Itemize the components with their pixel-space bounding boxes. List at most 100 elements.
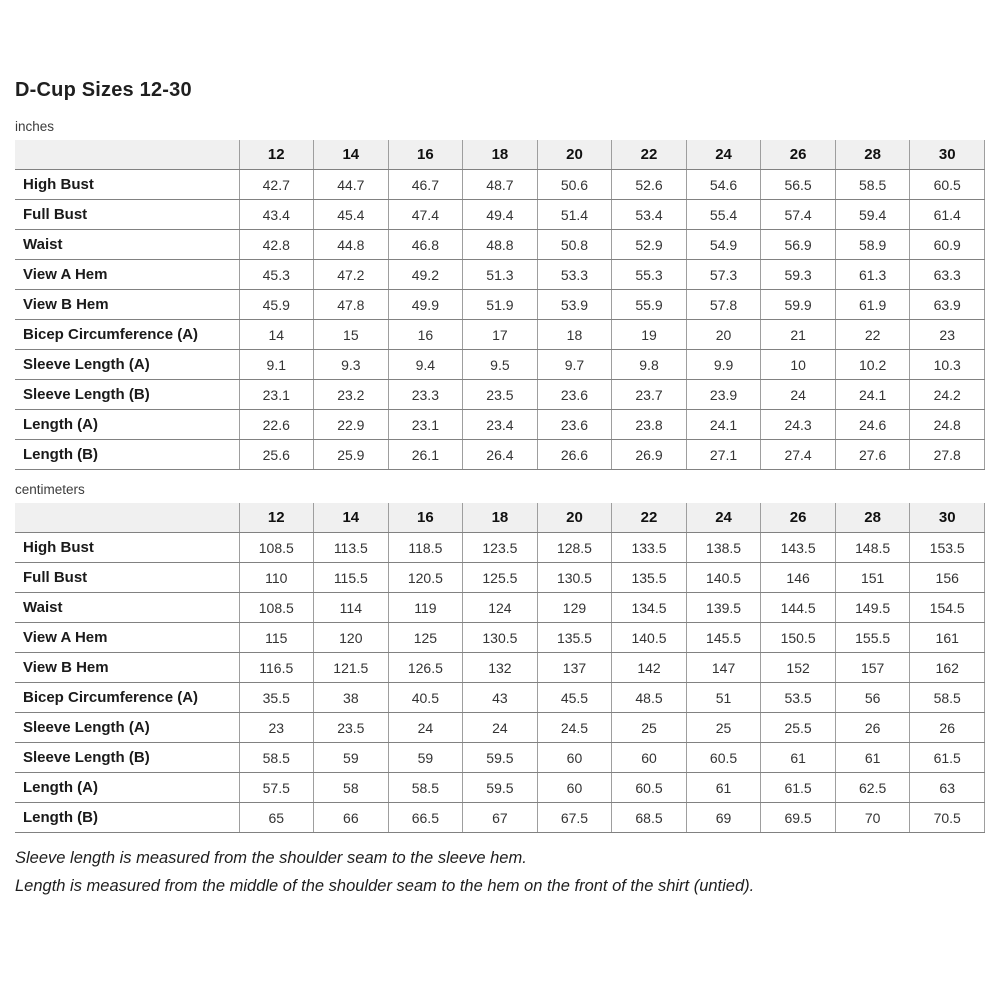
measurement-value: 55.9 xyxy=(611,289,687,320)
size-column-header: 20 xyxy=(537,503,613,533)
measurement-value: 24 xyxy=(388,712,464,743)
measurement-value: 22 xyxy=(835,319,911,350)
measurement-value: 70 xyxy=(835,802,911,833)
table-row: Sleeve Length (B) 58.5 59 59 59.5 60 60 60.5 61 6… xyxy=(15,742,985,773)
measurement-value: 23.2 xyxy=(313,379,389,410)
measurement-value: 44.7 xyxy=(313,169,389,200)
measurement-value: 66.5 xyxy=(388,802,464,833)
table-row: High Bust 108.5 113.5 118.5 123.5 128.5 133.5 1… xyxy=(15,532,985,563)
measurement-value: 161 xyxy=(909,622,985,653)
table-row: View A Hem 115 120 125 130.5 135.5 140.5 145.5 1… xyxy=(15,622,985,653)
measurement-value: 65 xyxy=(239,802,315,833)
row-label: Sleeve Length (B) xyxy=(15,379,240,410)
measurement-value: 148.5 xyxy=(835,532,911,563)
measurement-value: 129 xyxy=(537,592,613,623)
measurement-value: 60 xyxy=(537,772,613,803)
measurement-value: 49.2 xyxy=(388,259,464,290)
measurement-value: 66 xyxy=(313,802,389,833)
measurement-value: 114 xyxy=(313,592,389,623)
measurement-value: 57.3 xyxy=(686,259,762,290)
measurement-value: 57.4 xyxy=(760,199,836,230)
page-title: D-Cup Sizes 12-30 xyxy=(15,79,192,101)
measurement-value: 146 xyxy=(760,562,836,593)
measurement-value: 45.3 xyxy=(239,259,315,290)
measurement-value: 60.5 xyxy=(611,772,687,803)
size-column-header: 28 xyxy=(835,140,911,170)
measurement-value: 25 xyxy=(611,712,687,743)
measurement-value: 52.6 xyxy=(611,169,687,200)
table-row: High Bust 42.7 44.7 46.7 48.7 50.6 52.6 54.6 56.… xyxy=(15,169,985,200)
table-row: Sleeve Length (B) 23.1 23.2 23.3 23.5 23.6 23.… xyxy=(15,379,985,410)
measurement-value: 55.4 xyxy=(686,199,762,230)
measurement-value: 140.5 xyxy=(611,622,687,653)
measurement-value: 15 xyxy=(313,319,389,350)
measurement-value: 121.5 xyxy=(313,652,389,683)
measurement-value: 108.5 xyxy=(239,532,315,563)
measurement-value: 59.3 xyxy=(760,259,836,290)
measurement-value: 143.5 xyxy=(760,532,836,563)
size-column-header: 26 xyxy=(760,503,836,533)
unit-label-centimeters: centimeters xyxy=(15,482,85,497)
measurement-value: 61 xyxy=(760,742,836,773)
measurement-value: 58 xyxy=(313,772,389,803)
measurement-value: 70.5 xyxy=(909,802,985,833)
measurement-value: 26.6 xyxy=(537,439,613,470)
measurement-value: 53.9 xyxy=(537,289,613,320)
table-row: Full Bust 110 115.5 120.5 125.5 130.5 135.5 140… xyxy=(15,562,985,593)
measurement-value: 9.3 xyxy=(313,349,389,380)
measurement-value: 63.3 xyxy=(909,259,985,290)
measurement-value: 23.4 xyxy=(462,409,538,440)
measurement-value: 58.5 xyxy=(835,169,911,200)
measurement-value: 49.9 xyxy=(388,289,464,320)
measurement-value: 48.8 xyxy=(462,229,538,260)
measurement-value: 51.9 xyxy=(462,289,538,320)
measurement-value: 53.5 xyxy=(760,682,836,713)
measurement-value: 23.1 xyxy=(239,379,315,410)
measurement-value: 44.8 xyxy=(313,229,389,260)
measurement-value: 61.9 xyxy=(835,289,911,320)
size-column-header: 28 xyxy=(835,503,911,533)
row-label: View B Hem xyxy=(15,652,240,683)
table-row: Waist 42.8 44.8 46.8 48.8 50.8 52.9 54.9 56.9 58.… xyxy=(15,229,985,260)
measurement-value: 42.7 xyxy=(239,169,315,200)
row-label: Sleeve Length (B) xyxy=(15,742,240,773)
unit-label-inches: inches xyxy=(15,119,55,134)
header-row: 12 14 16 18 20 22 24 26 28 30 xyxy=(15,140,985,170)
measurement-value: 67.5 xyxy=(537,802,613,833)
measurement-value: 108.5 xyxy=(239,592,315,623)
size-column-header: 14 xyxy=(313,503,389,533)
measurement-value: 26.1 xyxy=(388,439,464,470)
measurement-value: 17 xyxy=(462,319,538,350)
table-row: Sleeve Length (A) 9.1 9.3 9.4 9.5 9.7 9.8 9.9 10… xyxy=(15,349,985,380)
length-note: Length is measured from the middle of th… xyxy=(15,877,755,895)
size-column-header: 16 xyxy=(388,140,464,170)
measurement-value: 130.5 xyxy=(537,562,613,593)
measurement-value: 24.6 xyxy=(835,409,911,440)
row-label: Length (B) xyxy=(15,439,240,470)
tables-container: inches 12 14 16 18 20 22 24 26 28 30 High Bust 42.7 4… xyxy=(15,119,985,833)
row-label: Sleeve Length (A) xyxy=(15,349,240,380)
measurement-value: 22.6 xyxy=(239,409,315,440)
measurement-value: 10.3 xyxy=(909,349,985,380)
measurement-value: 138.5 xyxy=(686,532,762,563)
measurement-value: 43 xyxy=(462,682,538,713)
measurement-value: 57.8 xyxy=(686,289,762,320)
measurement-value: 27.8 xyxy=(909,439,985,470)
measurement-value: 23.6 xyxy=(537,409,613,440)
measurement-value: 115 xyxy=(239,622,315,653)
measurement-value: 9.1 xyxy=(239,349,315,380)
measurement-value: 125.5 xyxy=(462,562,538,593)
measurement-value: 113.5 xyxy=(313,532,389,563)
table-row: Length (A) 57.5 58 58.5 59.5 60 60.5 61 61.5 62.5… xyxy=(15,772,985,803)
measurement-value: 67 xyxy=(462,802,538,833)
measurement-value: 50.6 xyxy=(537,169,613,200)
measurement-value: 61.3 xyxy=(835,259,911,290)
measurement-value: 27.4 xyxy=(760,439,836,470)
measurement-value: 61.4 xyxy=(909,199,985,230)
measurement-value: 53.3 xyxy=(537,259,613,290)
measurement-value: 49.4 xyxy=(462,199,538,230)
measurement-value: 115.5 xyxy=(313,562,389,593)
measurement-value: 23.5 xyxy=(462,379,538,410)
measurement-value: 23.3 xyxy=(388,379,464,410)
measurement-value: 23.6 xyxy=(537,379,613,410)
